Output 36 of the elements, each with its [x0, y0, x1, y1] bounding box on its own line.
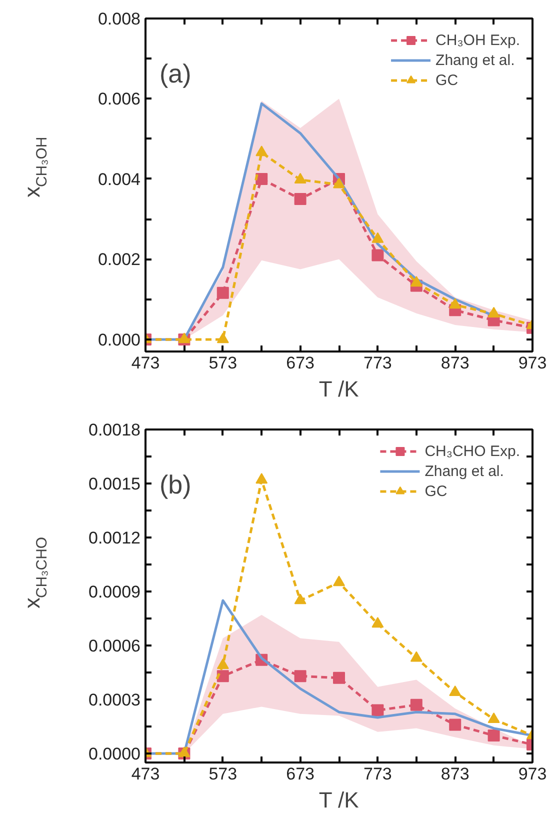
x-tick-label: 673	[286, 354, 314, 372]
y-tick-label: 0.0003	[88, 690, 141, 710]
legend-label: CH₃OH Exp.	[436, 32, 520, 48]
x-tick-label: 973	[518, 764, 547, 784]
x-tick-label: 873	[440, 764, 470, 784]
legend-label: Zhang et al.	[424, 462, 504, 480]
x-tick-label: 473	[131, 354, 160, 372]
x-tick-label: 873	[440, 354, 470, 372]
y-axis-title: xCH₃OH	[20, 136, 50, 198]
x-tick-label: 773	[364, 354, 392, 372]
y-tick-label: 0.000	[98, 330, 141, 350]
x-tick-label: 573	[208, 354, 238, 372]
x-tick-label: 973	[518, 354, 547, 372]
x-axis-title: T /K	[318, 376, 360, 402]
y-tick-label: 0.008	[98, 10, 141, 28]
legend-label: GC	[424, 482, 448, 500]
y-tick-label: 0.0012	[88, 528, 141, 548]
y-tick-label: 0.002	[98, 250, 141, 270]
x-tick-label: 573	[208, 764, 238, 784]
y-tick-label: 0.0015	[88, 474, 141, 494]
y-tick-label: 0.004	[98, 170, 141, 189]
y-tick-label: 0.0018	[88, 420, 141, 440]
x-tick-label: 773	[364, 764, 392, 784]
y-tick-label: 0.0006	[88, 636, 141, 656]
legend-label: CH₃CHO Exp.	[424, 442, 520, 460]
y-axis-title: xCH₃CHO	[20, 536, 50, 609]
y-tick-label: 0.006	[98, 90, 141, 109]
x-axis-title: T /K	[318, 788, 360, 812]
y-tick-label: 0.0000	[88, 744, 141, 764]
annotation: (b)	[160, 470, 192, 500]
y-tick-label: 0.0009	[88, 582, 141, 602]
legend-label: Zhang et al.	[436, 52, 515, 68]
annotation: (a)	[160, 58, 192, 88]
x-tick-label: 673	[286, 764, 314, 784]
x-tick-label: 473	[131, 764, 160, 784]
legend-label: GC	[436, 72, 458, 88]
